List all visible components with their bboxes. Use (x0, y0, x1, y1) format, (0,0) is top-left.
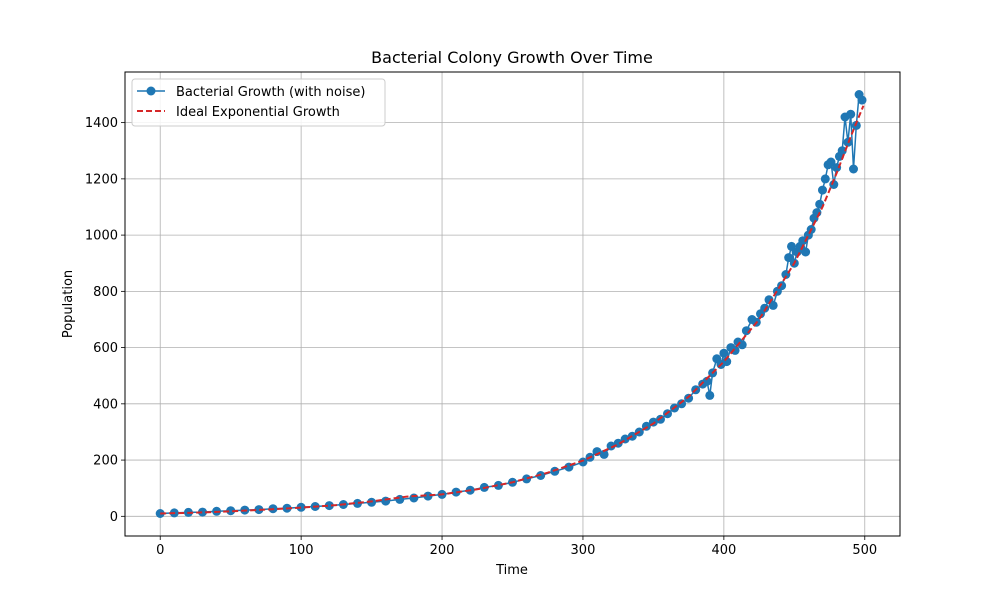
noisy-growth-point (801, 247, 811, 257)
noisy-growth-point (522, 474, 532, 484)
noisy-growth-point (451, 487, 461, 497)
noisy-growth-point (730, 345, 740, 355)
noisy-growth-point (768, 300, 778, 310)
noisy-growth-point (818, 185, 827, 195)
noisy-growth-point (324, 501, 334, 511)
x-tick-label: 0 (156, 543, 164, 558)
y-axis-ticks: 0 200 400 600 800 1000 1200 1400 (85, 116, 125, 525)
y-tick-label: 600 (93, 341, 118, 356)
noisy-growth-point (837, 146, 847, 156)
noisy-growth-point (684, 393, 694, 403)
ideal-growth-line (160, 105, 865, 515)
noisy-growth-point (409, 493, 419, 503)
noisy-growth-point (777, 281, 787, 291)
y-tick-label: 400 (93, 397, 118, 412)
y-tick-label: 1400 (85, 116, 118, 131)
plot-frame (124, 71, 901, 537)
y-tick-label: 1000 (85, 229, 118, 244)
noisy-growth-point (423, 491, 433, 501)
noisy-growth-point (760, 303, 770, 313)
legend-box (131, 78, 386, 127)
y-tick-label: 200 (93, 454, 118, 469)
y-axis-label: Population (61, 270, 76, 338)
noisy-growth-point (820, 174, 830, 184)
noisy-growth-point (787, 241, 796, 251)
noisy-growth-point (677, 399, 687, 409)
noisy-growth-point (198, 507, 207, 517)
x-tick-label: 300 (571, 543, 596, 558)
noisy-growth-point (606, 441, 616, 451)
noisy-growth-point (857, 95, 867, 105)
noisy-growth-point (846, 109, 856, 119)
noisy-growth-point (826, 157, 836, 167)
y-tick-label: 1200 (85, 172, 118, 187)
grid (125, 72, 900, 536)
legend-noisy-marker (146, 86, 156, 96)
x-axis-ticks: 0 100 200 300 400 500 (156, 536, 877, 558)
chart-title: Bacterial Colony Growth Over Time (371, 48, 653, 67)
noisy-growth-point (353, 498, 362, 508)
noisy-growth-point (578, 457, 588, 467)
noisy-growth-point (798, 236, 808, 246)
legend: Bacterial Growth (with noise) Ideal Expo… (131, 78, 386, 127)
x-axis-label: Time (495, 563, 528, 578)
x-tick-label: 500 (852, 543, 877, 558)
noisy-growth-series (155, 90, 867, 518)
y-tick-label: 800 (93, 285, 118, 300)
noisy-growth-point (784, 253, 794, 263)
ideal-growth-series (160, 105, 865, 515)
noisy-growth-point (705, 390, 715, 400)
noisy-growth-point (849, 164, 858, 174)
x-tick-label: 100 (289, 543, 314, 558)
noisy-growth-point (226, 506, 236, 516)
noisy-growth-point (719, 348, 729, 358)
noisy-growth-point (722, 357, 732, 367)
noisy-growth-point (599, 449, 609, 459)
noisy-growth-point (702, 376, 712, 386)
y-tick-label: 0 (110, 510, 118, 525)
noisy-growth-point (493, 480, 503, 490)
legend-noisy-label: Bacterial Growth (with noise) (176, 85, 365, 100)
x-tick-label: 200 (430, 543, 455, 558)
legend-ideal-label: Ideal Exponential Growth (176, 105, 340, 120)
noisy-growth-point (381, 496, 391, 506)
x-tick-label: 400 (711, 543, 736, 558)
noisy-growth-point (829, 180, 839, 189)
noisy-growth-point (254, 505, 264, 515)
noisy-growth-point (296, 502, 306, 512)
